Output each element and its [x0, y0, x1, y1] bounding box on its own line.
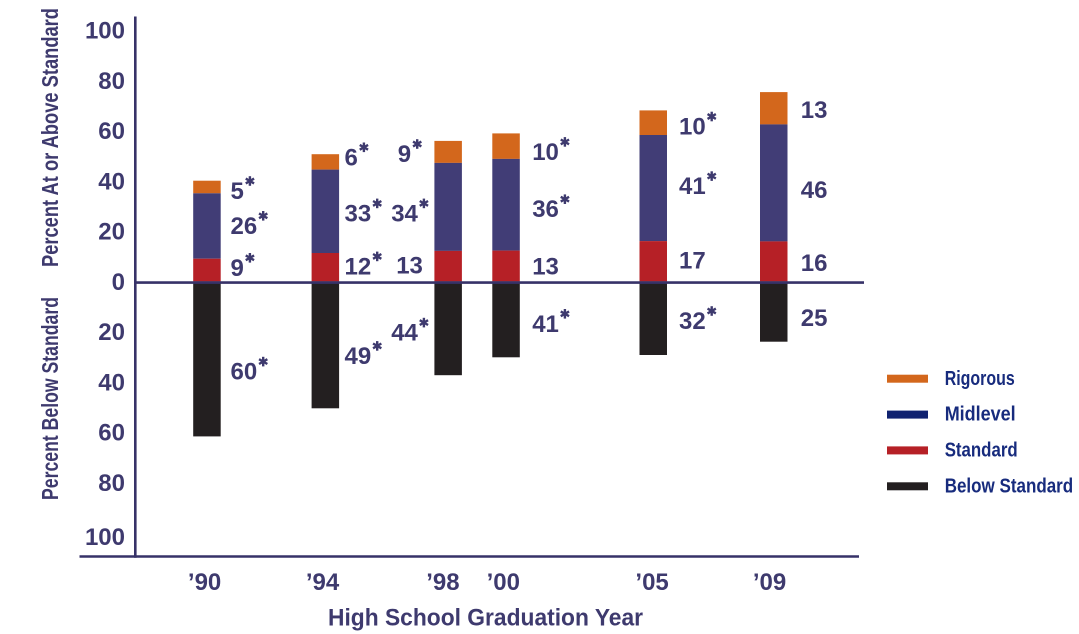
- svg-text:20: 20: [98, 319, 125, 346]
- svg-text:34: 34: [391, 200, 418, 227]
- svg-text:Rigorous: Rigorous: [945, 368, 1015, 390]
- svg-text:’05: ’05: [635, 569, 668, 596]
- svg-text:49: 49: [345, 343, 372, 370]
- svg-text:36: 36: [532, 196, 559, 223]
- svg-text:Below Standard: Below Standard: [945, 476, 1073, 498]
- svg-text:100: 100: [85, 524, 125, 551]
- svg-text:’09: ’09: [753, 569, 786, 596]
- svg-text:40: 40: [98, 169, 125, 196]
- svg-text:’94: ’94: [306, 569, 340, 596]
- svg-text:High School Graduation Year: High School Graduation Year: [328, 605, 643, 632]
- svg-text:25: 25: [801, 305, 828, 332]
- svg-text:’90: ’90: [188, 569, 221, 596]
- svg-text:44: 44: [391, 320, 418, 347]
- svg-text:32: 32: [679, 308, 706, 335]
- svg-text:0: 0: [112, 269, 125, 296]
- svg-text:46: 46: [801, 177, 828, 204]
- svg-text:13: 13: [396, 253, 423, 280]
- svg-text:60: 60: [98, 420, 125, 447]
- svg-text:41: 41: [679, 173, 706, 200]
- svg-text:12: 12: [345, 253, 372, 280]
- svg-text:13: 13: [532, 254, 559, 281]
- svg-text:’98: ’98: [426, 569, 459, 596]
- svg-text:17: 17: [679, 247, 706, 274]
- svg-text:20: 20: [98, 219, 125, 246]
- svg-text:60: 60: [98, 118, 125, 145]
- svg-text:41: 41: [532, 311, 559, 338]
- svg-text:33: 33: [345, 200, 372, 227]
- svg-text:80: 80: [98, 68, 125, 95]
- svg-text:10: 10: [679, 114, 706, 141]
- svg-text:9: 9: [398, 141, 411, 168]
- svg-text:26: 26: [231, 213, 258, 240]
- svg-text:100: 100: [85, 18, 125, 45]
- svg-text:Midlevel: Midlevel: [945, 404, 1016, 426]
- svg-text:10: 10: [532, 139, 559, 166]
- svg-text:13: 13: [801, 97, 828, 124]
- svg-text:60: 60: [231, 359, 258, 386]
- svg-text:80: 80: [98, 470, 125, 497]
- svg-text:5: 5: [231, 178, 244, 205]
- svg-text:16: 16: [801, 250, 828, 277]
- svg-text:Percent Below Standard: Percent Below Standard: [37, 297, 63, 500]
- svg-text:Percent At or Above Standard: Percent At or Above Standard: [37, 8, 63, 267]
- svg-text:’00: ’00: [487, 569, 520, 596]
- svg-text:9: 9: [231, 255, 244, 282]
- svg-text:40: 40: [98, 370, 125, 397]
- svg-text:Standard: Standard: [945, 440, 1018, 462]
- svg-text:6: 6: [345, 144, 358, 171]
